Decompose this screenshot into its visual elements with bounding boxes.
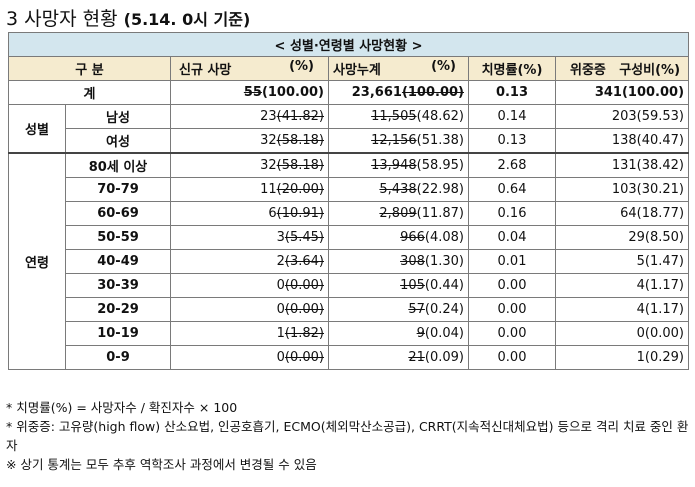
severe-cell: 138(40.47) (554, 128, 690, 154)
fatality-rate-cell: 0.00 (468, 297, 556, 322)
header-category: 구 분 (8, 56, 171, 81)
cumulative-deaths-cell: 105(0.44) (328, 273, 469, 298)
new-deaths-cell: 2(3.64) (170, 249, 329, 274)
fatality-rate-cell: 0.00 (468, 321, 556, 346)
row-label: 60-69 (65, 201, 171, 226)
severe-cell: 5(1.47) (554, 249, 690, 274)
cumulative-deaths-cell: 2,809(11.87) (328, 201, 469, 226)
table-row: 0-9 0(0.00) 21(0.09) 0.00 1(0.29) (9, 345, 690, 370)
page-title: 3 사망자 현황 (5.14. 0시 기준) (6, 4, 250, 31)
row-label: 10-19 (65, 321, 171, 346)
total-row: 계 55(100.00) 23,661(100.00) 0.13 341(100… (8, 80, 690, 105)
fatality-rate-cell: 0.04 (468, 225, 556, 250)
row-label: 70-79 (65, 177, 171, 202)
new-deaths-cell: 0(0.00) (170, 345, 329, 370)
cumulative-deaths-cell: 11,505(48.62) (328, 104, 469, 129)
table-row: 60-69 6(10.91) 2,809(11.87) 0.16 64(18.77) (9, 201, 690, 226)
row-label: 20-29 (65, 297, 171, 322)
group-label-sex: 성별 (8, 104, 66, 154)
severe-cell: 0(0.00) (554, 321, 690, 346)
header-severe: 위중증 구성비(%) (554, 56, 690, 81)
table-title: < 성별·연령별 사망현황 > (7, 32, 690, 57)
header-new: 신규 사망 (%) (170, 56, 329, 81)
cumulative-deaths-cell: 308(1.30) (328, 249, 469, 274)
severe-cell: 4(1.17) (554, 297, 690, 322)
severe-cell: 103(30.21) (554, 177, 690, 202)
cumulative-deaths-cell: 21(0.09) (328, 345, 469, 370)
section-number: 3 (6, 8, 19, 30)
table-row: 10-19 1(1.82) 9(0.04) 0.00 0(0.00) (9, 321, 690, 346)
row-label: 여성 (65, 128, 171, 154)
new-deaths-cell: 0(0.00) (170, 273, 329, 298)
row-label: 0-9 (65, 345, 171, 370)
table-row: 성별 남성 23(41.82) 11,505(48.62) 0.14 203(59.53) (8, 104, 690, 154)
table-row: 50-59 3(5.45) 966(4.08) 0.04 29(8.50) (9, 225, 690, 250)
fatality-rate-cell: 0.13 (468, 128, 556, 154)
cumulative-deaths-cell: 12,156(51.38) (328, 128, 469, 154)
severe-cell: 203(59.53) (554, 104, 690, 129)
table-row: 20-29 0(0.00) 57(0.24) 0.00 4(1.17) (9, 297, 690, 322)
severe-cell: 1(0.29) (554, 345, 690, 370)
new-deaths-cell: 6(10.91) (170, 201, 329, 226)
header-fatality: 치명률(%) (468, 56, 556, 81)
table-row: 연령 80세 이상 32(58.18) 13,948(58.95) 2.68 131(38… (8, 152, 690, 370)
table-row: 70-79 11(20.00) 5,438(22.98) 0.64 103(30.21) (9, 177, 690, 202)
severe-cell: 4(1.17) (554, 273, 690, 298)
total-fatality: 0.13 (468, 80, 556, 105)
cumulative-deaths-cell: 966(4.08) (328, 225, 469, 250)
cumulative-deaths-cell: 57(0.24) (328, 297, 469, 322)
severe-cell: 64(18.77) (554, 201, 690, 226)
section-date: (5.14. 0시 기준) (123, 10, 251, 29)
fatality-rate-cell: 0.01 (468, 249, 556, 274)
total-severe: 341(100.00) (554, 80, 690, 105)
new-deaths-cell: 0(0.00) (170, 297, 329, 322)
table-row: 여성 32(58.18) 12,156(51.38) 0.13 138(40.47) (9, 128, 690, 154)
cumulative-deaths-cell: 13,948(58.95) (328, 152, 469, 178)
new-deaths-cell: 3(5.45) (170, 225, 329, 250)
row-label: 30-39 (65, 273, 171, 298)
new-deaths-cell: 23(41.82) (170, 104, 329, 129)
new-deaths-cell: 32(58.18) (170, 152, 329, 178)
severe-cell: 131(38.42) (554, 152, 690, 178)
row-label: 50-59 (65, 225, 171, 250)
death-stats-table: < 성별·연령별 사망현황 > 구 분 신규 사망 (%) 사망누계 (%) 치… (7, 32, 690, 370)
total-label: 계 (8, 80, 171, 105)
fatality-rate-cell: 0.64 (468, 177, 556, 202)
fatality-rate-cell: 0.00 (468, 345, 556, 370)
footnote-fatality: * 치명률(%) = 사망자수 / 확진자수 × 100 (6, 400, 238, 415)
total-new: 55(100.00) (170, 80, 329, 105)
group-label-age: 연령 (8, 152, 66, 370)
cumulative-deaths-cell: 5,438(22.98) (328, 177, 469, 202)
fatality-rate-cell: 0.14 (468, 104, 556, 129)
footnote-severe: * 위중증: 고유량(high flow) 산소요법, 인공호흡기, ECMO(… (6, 419, 689, 453)
new-deaths-cell: 32(58.18) (170, 128, 329, 154)
table-row: 40-49 2(3.64) 308(1.30) 0.01 5(1.47) (9, 249, 690, 274)
table-row: 30-39 0(0.00) 105(0.44) 0.00 4(1.17) (9, 273, 690, 298)
row-label: 40-49 (65, 249, 171, 274)
severe-cell: 29(8.50) (554, 225, 690, 250)
new-deaths-cell: 1(1.82) (170, 321, 329, 346)
section-title: 사망자 현황 (24, 8, 118, 30)
header-cumulative: 사망누계 (%) (328, 56, 469, 81)
footnote-disclaimer: ※ 상기 통계는 모두 추후 역학조사 과정에서 변경될 수 있음 (6, 457, 317, 472)
fatality-rate-cell: 0.00 (468, 273, 556, 298)
row-label: 80세 이상 (65, 152, 171, 178)
footnotes: * 치명률(%) = 사망자수 / 확진자수 × 100 * 위중증: 고유량(… (6, 398, 690, 474)
fatality-rate-cell: 0.16 (468, 201, 556, 226)
new-deaths-cell: 11(20.00) (170, 177, 329, 202)
row-label: 남성 (65, 104, 171, 129)
total-cumulative: 23,661(100.00) (328, 80, 469, 105)
fatality-rate-cell: 2.68 (468, 152, 556, 178)
cumulative-deaths-cell: 9(0.04) (328, 321, 469, 346)
